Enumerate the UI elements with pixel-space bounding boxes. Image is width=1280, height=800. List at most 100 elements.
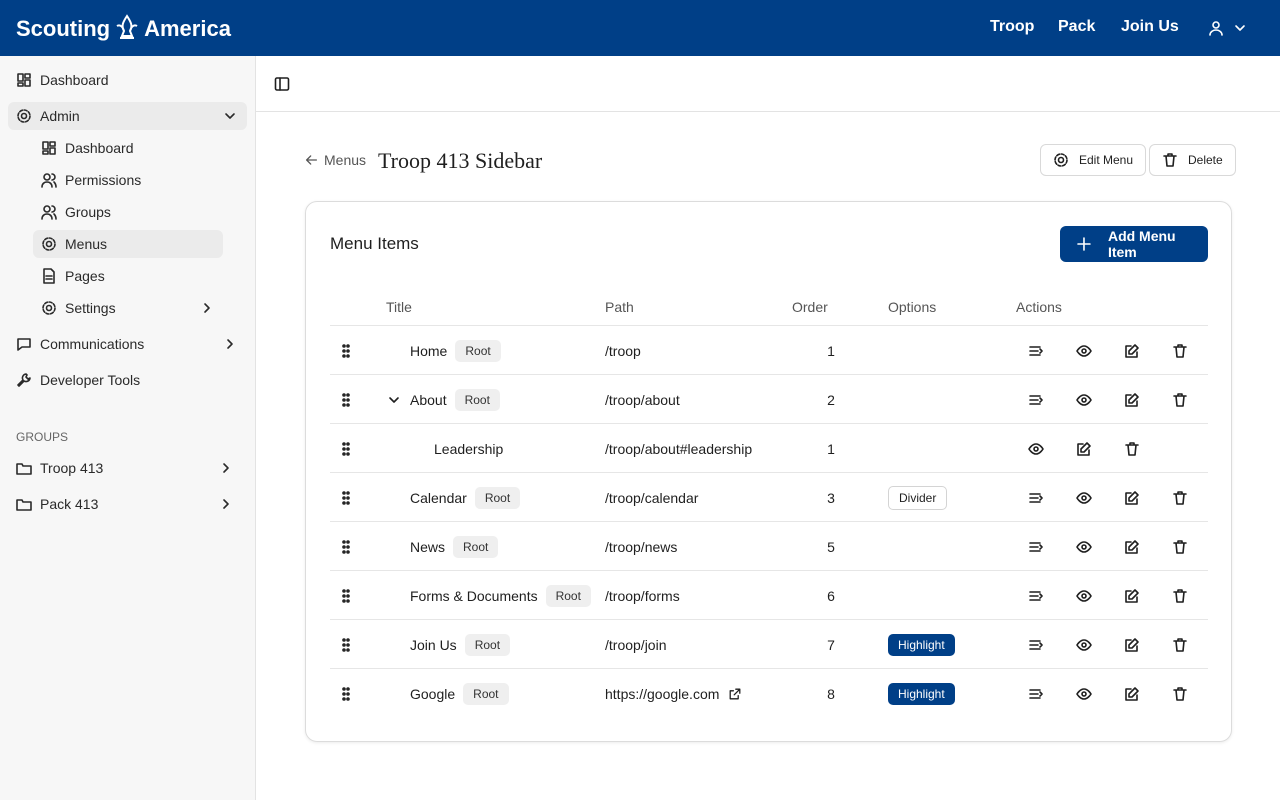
nav-item[interactable]: Dashboard [41,134,134,162]
action-cell [1124,424,1140,473]
label: Delete [1188,153,1223,167]
eye-button[interactable] [1028,441,1044,457]
eye-button[interactable] [1076,343,1092,359]
drag-handle[interactable] [338,490,354,506]
label: Developer Tools [40,372,141,388]
back-link[interactable]: Menus [305,152,366,168]
brand-right: America [144,16,231,41]
action-cell [1028,424,1044,473]
edit-button[interactable] [1124,343,1140,359]
action-cell [1028,375,1044,424]
table-row: Join Us Root/troop/join 7 Highlight [330,619,1208,668]
toolbar [256,56,1280,112]
trash-button[interactable] [1172,343,1188,359]
expand-toggle[interactable] [386,392,402,408]
table-row: Home Root/troop 1 [330,325,1208,374]
eye-button[interactable] [1076,539,1092,555]
drag-handle[interactable] [338,343,354,359]
reorder-button[interactable] [1028,392,1044,408]
drag-handle[interactable] [338,539,354,555]
path-cell: /troop [605,326,641,375]
action-cell [1028,522,1044,571]
trash-button[interactable] [1172,686,1188,702]
trash-button[interactable] [1172,392,1188,408]
edit-button[interactable] [1124,392,1140,408]
edit-button[interactable] [1124,588,1140,604]
eye-button[interactable] [1076,392,1092,408]
reorder-button[interactable] [1028,490,1044,506]
edit-button[interactable] [1124,686,1140,702]
trash-button[interactable] [1172,588,1188,604]
brand[interactable]: Scouting America [16,14,231,44]
order-cell: 1 [806,326,856,375]
badge: Root [463,682,509,705]
nav-item[interactable]: Menus [33,230,223,258]
drag-handle[interactable] [338,392,354,408]
nav-item[interactable]: Dashboard [16,66,109,94]
path: /troop/about [605,391,680,408]
reorder-button[interactable] [1028,588,1044,604]
title-cell: Home Root [386,326,501,375]
user-menu[interactable] [1208,20,1248,36]
order-cell: 3 [806,473,856,522]
nav-item[interactable]: Troop 413 [16,454,240,482]
external-link-icon [729,687,742,700]
drag-handle[interactable] [338,637,354,653]
edit-button[interactable] [1076,441,1092,457]
eye-button[interactable] [1076,637,1092,653]
option-badge: Divider [888,485,948,510]
edit-menu-button[interactable]: Edit Menu [1040,144,1147,176]
delete-button[interactable]: Delete [1149,144,1236,176]
label: Menus [65,236,108,252]
badge: Root [545,584,591,607]
label: Pages [65,268,105,284]
nav-link[interactable]: Pack [1058,18,1096,35]
option-cell: Highlight [888,669,955,718]
eye-button[interactable] [1076,686,1092,702]
drag-handle[interactable] [338,588,354,604]
label: Add Menu Item [1107,228,1176,260]
add-menu-item-button[interactable]: Add Menu Item [1060,226,1208,262]
nav-item[interactable]: Communications [16,330,240,358]
title-cell: Forms & Documents Root [386,571,591,620]
path: /troop/news [605,538,678,555]
drag-handle[interactable] [338,441,354,457]
nav-item[interactable]: Admin [8,102,247,130]
action-cell [1172,571,1188,620]
reorder-button[interactable] [1028,637,1044,653]
nav-item[interactable]: Groups [41,198,111,226]
order-cell: 2 [806,375,856,424]
nav-item[interactable]: Permissions [41,166,141,194]
title: Google [410,685,456,702]
eye-button[interactable] [1076,588,1092,604]
nav-item[interactable]: Pages [41,262,105,290]
sidebar-toggle[interactable] [274,76,290,92]
drag-cell [338,620,354,669]
eye-button[interactable] [1076,490,1092,506]
edit-button[interactable] [1124,539,1140,555]
drag-handle[interactable] [338,686,354,702]
nav-link[interactable]: Troop [990,18,1035,35]
action-cell [1172,669,1188,718]
action-cell [1172,375,1188,424]
trash-button[interactable] [1172,637,1188,653]
trash-button[interactable] [1172,490,1188,506]
nav-item[interactable]: Settings [41,294,216,322]
edit-button[interactable] [1124,637,1140,653]
nav-link[interactable]: Join Us [1121,18,1179,35]
title: News [410,538,446,555]
nav-item[interactable]: Pack 413 [16,490,240,518]
reorder-button[interactable] [1028,686,1044,702]
option-cell: Divider [888,473,948,522]
option-cell: Highlight [888,620,955,669]
reorder-button[interactable] [1028,343,1044,359]
action-cell [1076,571,1092,620]
edit-button[interactable] [1124,490,1140,506]
nav-item[interactable]: Developer Tools [16,366,140,394]
reorder-button[interactable] [1028,539,1044,555]
trash-button[interactable] [1124,441,1140,457]
title-cell: Google Root [386,669,509,718]
path-cell: /troop/calendar [605,473,698,522]
trash-button[interactable] [1172,539,1188,555]
path-cell: https://google.com [605,669,743,718]
